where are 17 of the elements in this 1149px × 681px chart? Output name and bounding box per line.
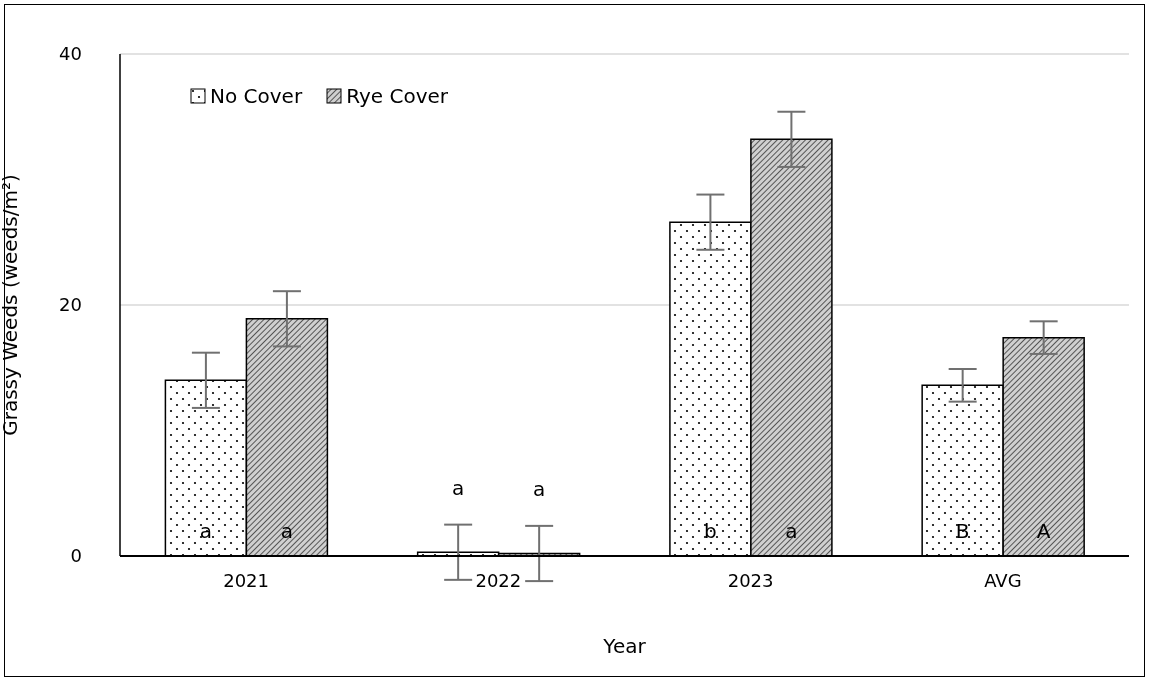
x-tick-label: 2022 <box>475 569 522 591</box>
x-axis-title: Year <box>602 634 647 658</box>
annotation: a <box>452 475 465 500</box>
annotation: a <box>199 519 213 543</box>
annotation: a <box>785 519 798 543</box>
x-tick-label: 2021 <box>223 569 270 591</box>
x-tick-label: 2023 <box>727 569 774 591</box>
annotation: B <box>955 519 970 543</box>
annotation: b <box>704 519 717 543</box>
x-tick-label: AVG <box>984 569 1022 591</box>
legend-label: Rye Cover <box>345 84 448 108</box>
y-tick-label: 0 <box>70 545 82 567</box>
y-axis-title: Grassy Weeds (weeds/m²) <box>0 174 23 436</box>
legend-label: No Cover <box>209 84 303 108</box>
annotation: a <box>533 476 546 501</box>
y-tick-label: 40 <box>59 43 82 65</box>
y-tick-label: 20 <box>59 294 82 316</box>
